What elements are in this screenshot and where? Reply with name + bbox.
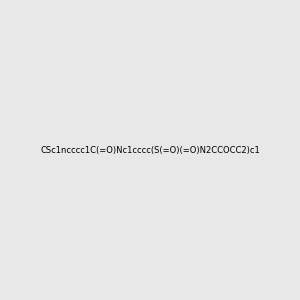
Text: CSc1ncccc1C(=O)Nc1cccc(S(=O)(=O)N2CCOCC2)c1: CSc1ncccc1C(=O)Nc1cccc(S(=O)(=O)N2CCOCC2…: [40, 146, 260, 154]
